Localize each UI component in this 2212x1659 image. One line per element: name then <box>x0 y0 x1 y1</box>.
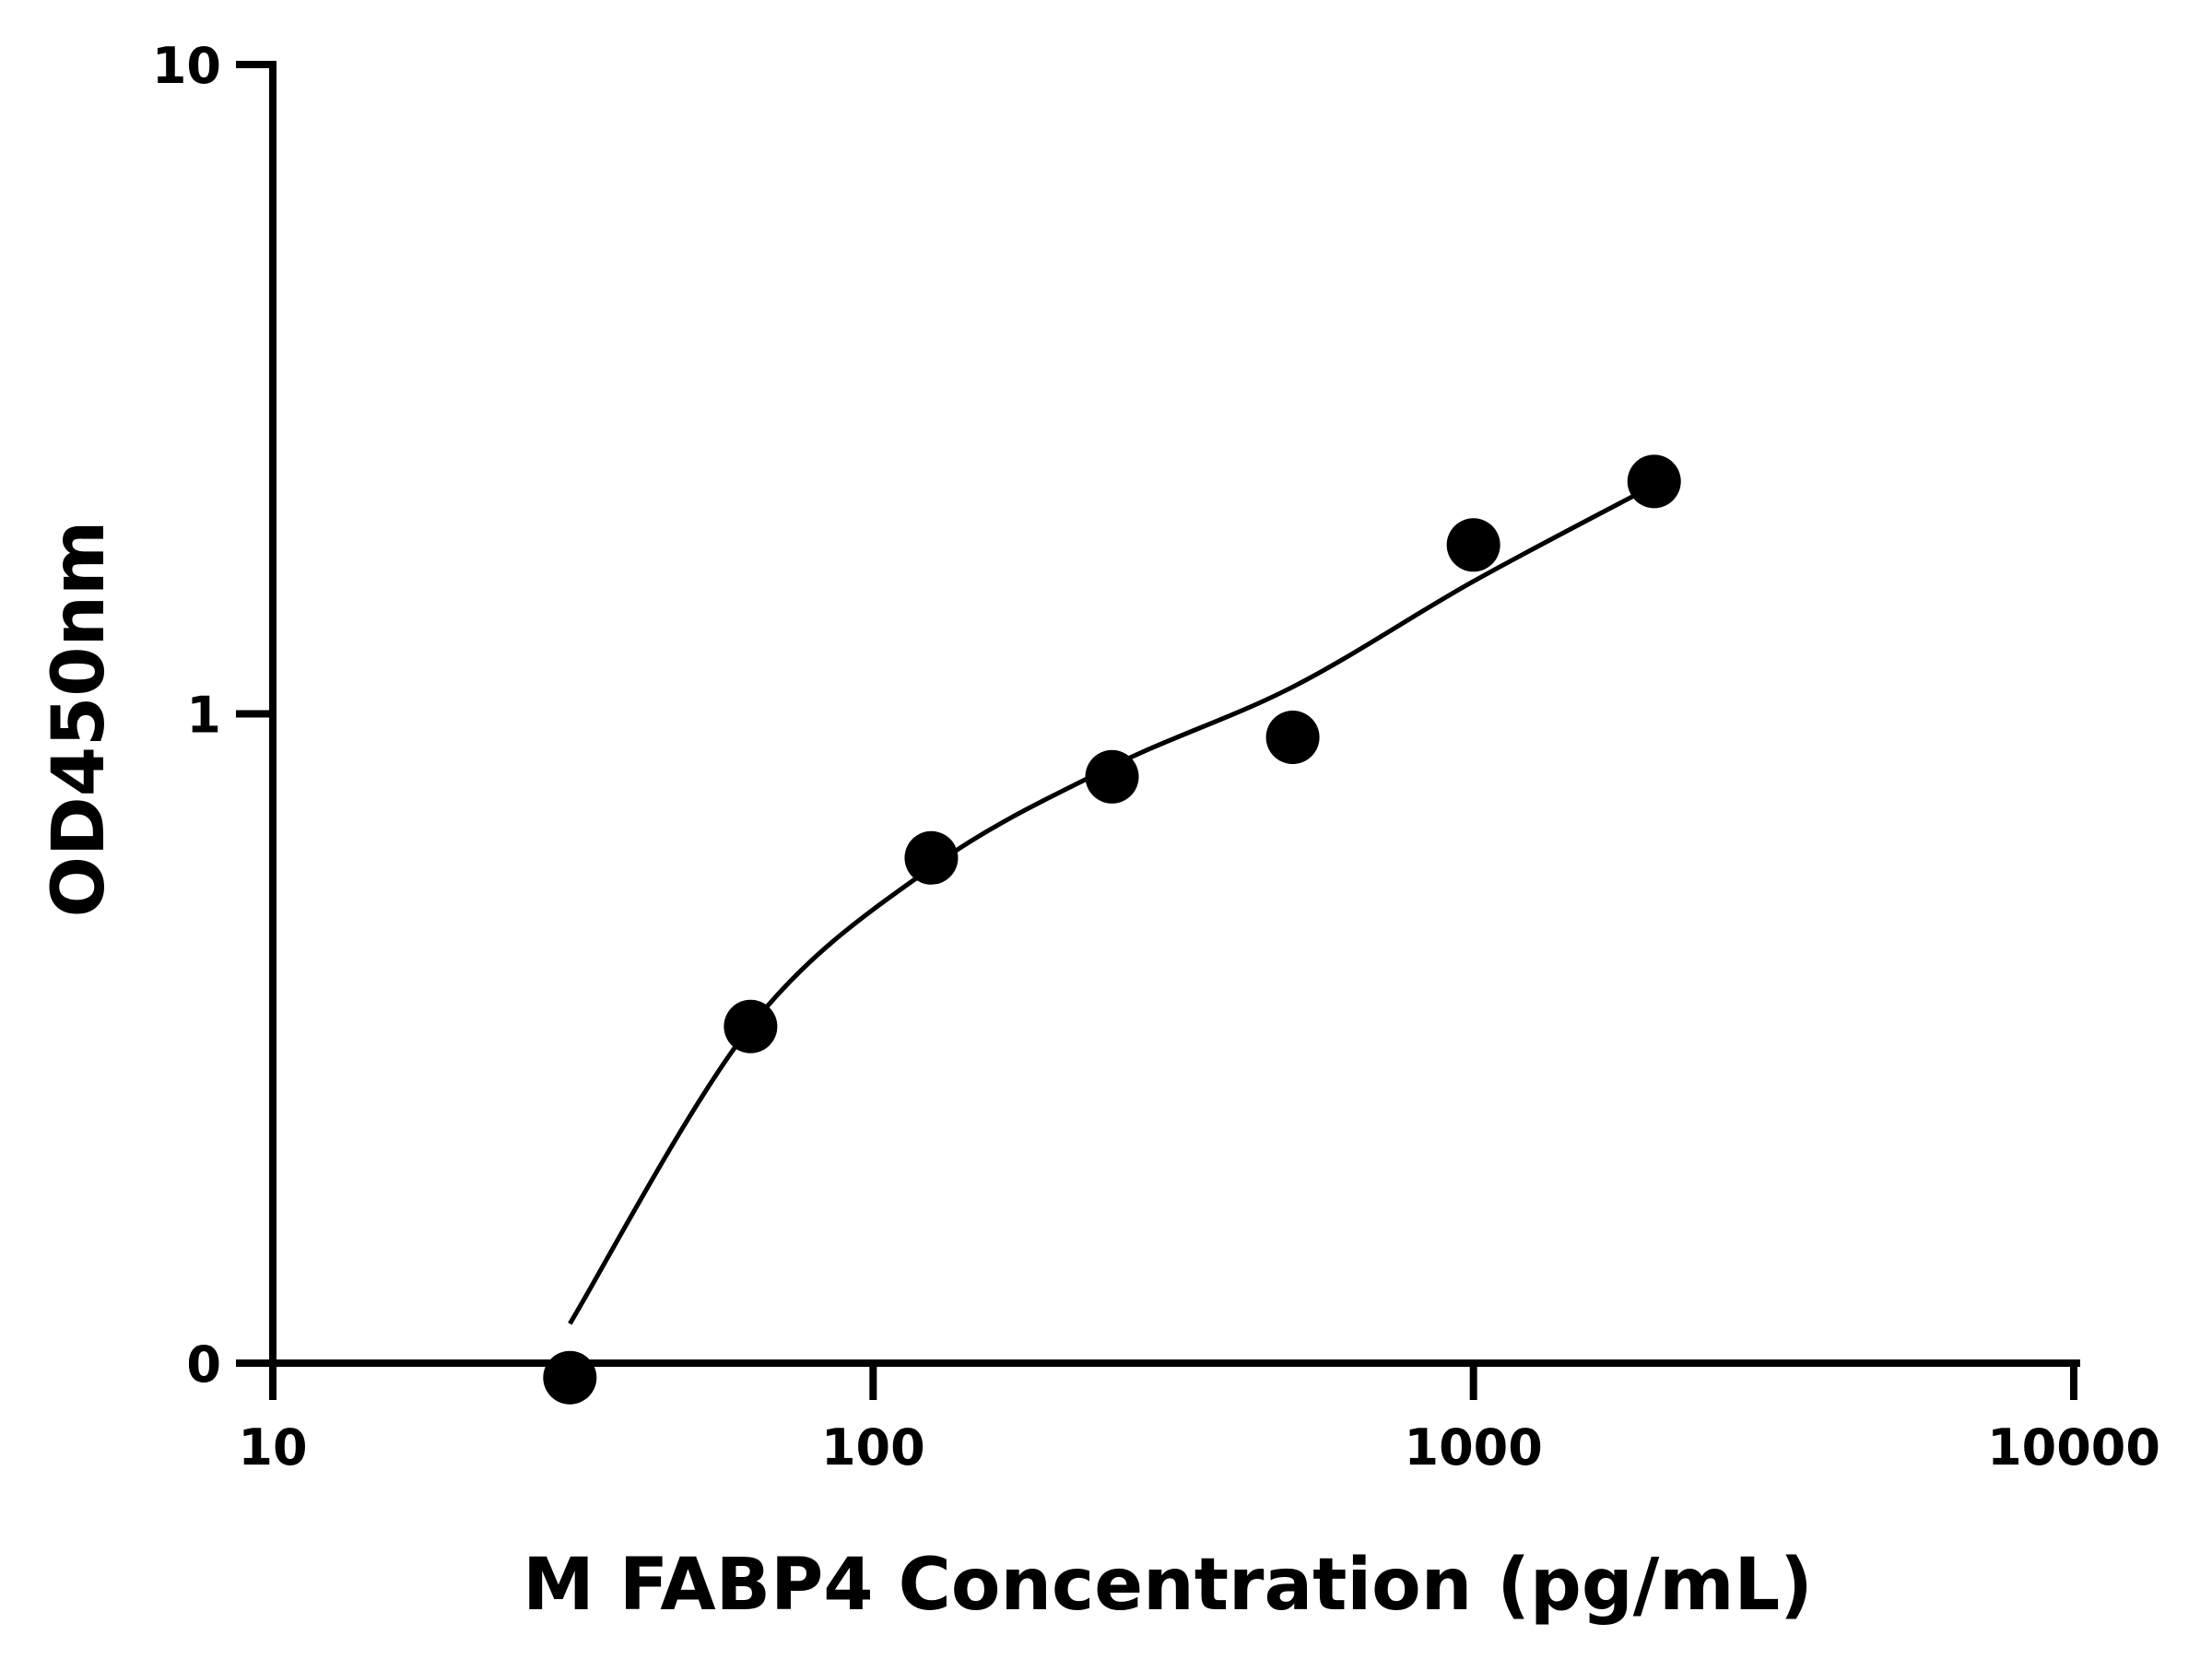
x-tick-label: 1000 <box>1405 1418 1543 1477</box>
tick-marks <box>236 61 2077 1400</box>
x-axis-title: M FABP4 Concentration (pg/mL) <box>523 1544 1813 1627</box>
data-point <box>543 1350 597 1405</box>
y-tick-label: 10 <box>152 37 221 95</box>
x-tick-label: 100 <box>821 1418 925 1477</box>
x-tick-label: 10 <box>238 1418 307 1477</box>
data-point <box>1446 518 1500 572</box>
data-point <box>904 830 959 885</box>
y-tick-label: 0 <box>186 1335 221 1394</box>
data-point <box>1627 454 1681 509</box>
data-point <box>1265 711 1320 765</box>
y-tick-label: 1 <box>186 687 221 745</box>
fit-curve <box>568 483 1655 1325</box>
data-point <box>724 999 778 1053</box>
x-tick-label: 10000 <box>1987 1418 2160 1477</box>
y-axis-origin-label: 0 <box>186 1335 221 1394</box>
axes <box>269 61 2080 1367</box>
y-axis-title: OD450nm <box>38 521 121 918</box>
data-point <box>1085 749 1139 804</box>
data-series <box>543 454 1681 1405</box>
